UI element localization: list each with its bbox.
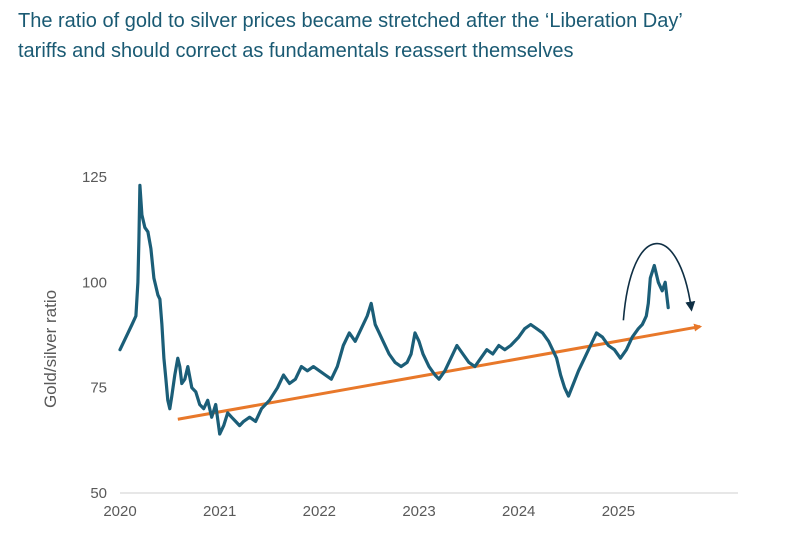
trend-line bbox=[177, 323, 703, 421]
y-tick-label: 125 bbox=[82, 169, 107, 186]
y-tick-label: 50 bbox=[90, 485, 107, 502]
y-tick-label: 75 bbox=[90, 380, 107, 397]
y-axis-title: Gold/silver ratio bbox=[41, 290, 60, 408]
ratio-series-line bbox=[118, 183, 670, 436]
x-axis-ticks: 2020 2021 2022 2023 2024 2025 bbox=[103, 503, 635, 520]
x-tick-label: 2024 bbox=[502, 503, 535, 520]
y-axis-ticks: 50 75 100 125 bbox=[82, 169, 107, 502]
chart-title: The ratio of gold to silver prices becam… bbox=[18, 6, 798, 66]
correction-arrow bbox=[622, 242, 696, 321]
series-layer bbox=[118, 183, 703, 436]
x-tick-label: 2025 bbox=[602, 503, 635, 520]
chart-title-line-1: The ratio of gold to silver prices becam… bbox=[18, 10, 683, 32]
chart-title-line-2: tariffs and should correct as fundamenta… bbox=[18, 40, 574, 62]
x-tick-label: 2020 bbox=[103, 503, 136, 520]
x-tick-label: 2022 bbox=[303, 503, 336, 520]
x-tick-label: 2023 bbox=[402, 503, 435, 520]
y-tick-label: 100 bbox=[82, 274, 107, 291]
x-tick-label: 2021 bbox=[203, 503, 236, 520]
annotation-layer bbox=[622, 242, 696, 321]
